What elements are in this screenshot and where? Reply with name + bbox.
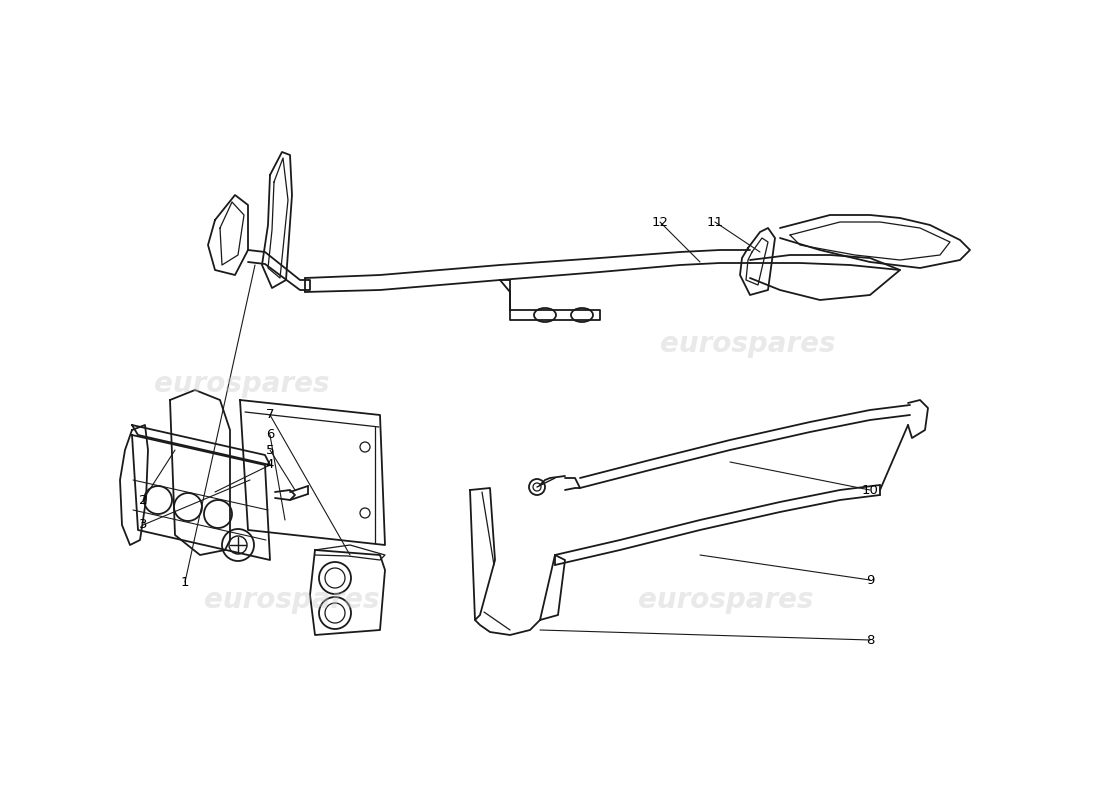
Text: eurospares: eurospares <box>154 370 330 398</box>
Text: 10: 10 <box>861 483 879 497</box>
Text: 4: 4 <box>266 458 274 471</box>
Text: 9: 9 <box>866 574 874 586</box>
Text: eurospares: eurospares <box>638 586 814 614</box>
Text: 6: 6 <box>266 429 274 442</box>
Text: 5: 5 <box>266 443 274 457</box>
Text: 7: 7 <box>266 409 274 422</box>
Text: eurospares: eurospares <box>204 586 380 614</box>
Text: 12: 12 <box>651 215 669 229</box>
Text: 3: 3 <box>139 518 147 531</box>
Text: 2: 2 <box>139 494 147 506</box>
Text: eurospares: eurospares <box>660 330 836 358</box>
Text: 1: 1 <box>180 575 189 589</box>
Text: 8: 8 <box>866 634 874 646</box>
Text: 11: 11 <box>706 215 724 229</box>
